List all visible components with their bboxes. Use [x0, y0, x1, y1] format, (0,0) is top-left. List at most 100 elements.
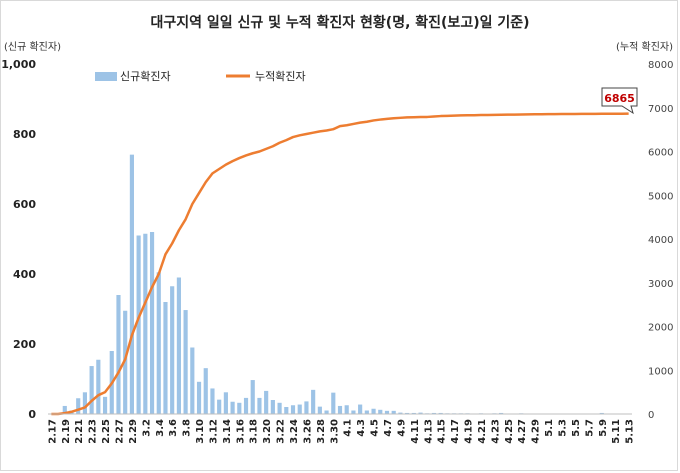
new-cases-bar: [311, 389, 316, 414]
new-cases-bar: [257, 397, 262, 414]
x-tick-label: 3.12: [208, 419, 219, 444]
final-value-callout: 6865: [601, 87, 638, 115]
new-cases-bar: [163, 302, 168, 414]
new-cases-bar: [102, 396, 108, 414]
x-tick-label: 4.19: [464, 419, 475, 444]
new-cases-bar: [264, 390, 269, 414]
x-tick-label: 3.16: [235, 419, 246, 444]
new-cases-bar: [599, 412, 604, 414]
new-cases-bar: [277, 402, 282, 414]
new-cases-bar: [196, 381, 202, 414]
new-cases-bar: [143, 233, 148, 414]
new-cases-bar: [324, 410, 329, 414]
right-tick-label: 6000: [648, 148, 673, 159]
new-cases-bar: [82, 392, 87, 414]
new-cases-bar: [438, 412, 443, 414]
new-cases-bar: [418, 412, 423, 414]
new-cases-bar: [210, 388, 215, 414]
x-tick-label: 4.1: [343, 419, 354, 437]
x-tick-label: 5.13: [625, 419, 636, 444]
x-tick-label: 2.25: [101, 419, 112, 444]
x-tick-label: 4.27: [517, 419, 528, 444]
new-cases-bar: [331, 392, 336, 414]
x-tick-label: 3.22: [276, 419, 287, 444]
new-cases-bar: [190, 347, 195, 414]
x-tick-label: 5.9: [598, 419, 609, 437]
legend: 신규확진자 누적확진자: [95, 70, 306, 83]
new-cases-bar: [371, 408, 376, 414]
legend-swatch-new-cases: [95, 72, 117, 81]
right-tick-label: 2000: [648, 323, 673, 334]
x-tick-label: 3.20: [262, 419, 273, 444]
right-tick-label: 7000: [648, 104, 673, 115]
new-cases-bar: [62, 405, 67, 414]
x-tick-label: 4.13: [423, 419, 434, 444]
new-cases-bar: [398, 412, 403, 414]
new-cases-bar: [136, 235, 141, 414]
x-tick-label: 4.23: [490, 419, 501, 444]
legend-label-cumulative: 누적확진자: [255, 70, 306, 83]
new-cases-bar: [76, 398, 81, 414]
new-cases-bar: [384, 410, 390, 414]
x-tick-label: 3.10: [195, 419, 206, 444]
chart-title: 대구지역 일일 신규 및 누적 확진자 현황(명, 확진(보고)일 기준): [150, 14, 529, 31]
x-tick-label: 4.9: [396, 419, 407, 437]
right-tick-label: 8000: [648, 60, 673, 71]
left-tick-label: 200: [13, 338, 36, 351]
new-cases-bar: [270, 400, 275, 414]
new-cases-bar: [499, 412, 504, 414]
x-tick-label: 3.28: [316, 419, 327, 444]
right-tick-label: 0: [648, 410, 654, 421]
left-axis-title: (신규 확진자): [4, 41, 61, 53]
x-tick-label: 2.21: [74, 419, 85, 444]
new-cases-bar: [243, 397, 249, 414]
new-cases-bar: [203, 368, 208, 414]
new-cases-bar: [351, 410, 356, 414]
new-cases-bar: [170, 286, 175, 414]
new-cases-bar: [116, 295, 121, 414]
new-cases-bar: [123, 310, 128, 414]
new-cases-bar: [149, 232, 155, 414]
new-cases-bar: [344, 405, 349, 414]
x-tick-label: 3.14: [222, 419, 233, 444]
x-tick-label: 3.4: [155, 419, 166, 437]
new-cases-bar: [405, 412, 410, 414]
x-tick-label: 3.30: [329, 419, 340, 444]
new-cases-bar: [297, 404, 302, 414]
x-tick-label: 4.3: [356, 419, 367, 437]
legend-label-new-cases: 신규확진자: [120, 70, 171, 83]
new-cases-bar: [411, 412, 416, 414]
new-cases-bar: [317, 406, 322, 414]
left-tick-label: 400: [13, 268, 36, 281]
right-tick-label: 4000: [648, 235, 673, 246]
x-tick-label: 2.29: [128, 419, 139, 444]
left-tick-label: 0: [28, 408, 36, 421]
x-tick-label: 5.5: [571, 419, 582, 437]
x-tick-label: 4.5: [370, 419, 381, 437]
x-tick-label: 4.15: [437, 419, 448, 444]
x-tick-label: 3.18: [249, 419, 260, 444]
callout-label: 6865: [604, 92, 635, 105]
x-tick-label: 3.2: [141, 419, 152, 437]
x-tick-label: 5.1: [544, 419, 555, 437]
x-tick-label: 2.27: [114, 419, 125, 444]
new-cases-bar: [96, 359, 101, 414]
x-tick-label: 5.3: [558, 419, 569, 437]
x-tick-label: 4.21: [477, 419, 488, 444]
new-cases-bar: [89, 366, 94, 414]
new-cases-bar: [156, 272, 161, 414]
new-cases-bar: [364, 410, 369, 414]
new-cases-bar: [431, 412, 437, 414]
x-tick-label: 3.8: [182, 419, 193, 437]
x-tick-label: 5.11: [611, 419, 622, 444]
x-tick-label: 3.26: [302, 419, 313, 444]
x-tick-label: 4.11: [410, 419, 421, 444]
x-tick-label: 4.17: [450, 419, 461, 444]
new-cases-bar: [378, 409, 383, 414]
callout-box: [601, 87, 638, 115]
new-cases-bar: [217, 399, 222, 414]
new-cases-bar: [183, 310, 188, 414]
x-tick-label: 2.17: [47, 419, 58, 444]
right-axis-title: (누적 확진자): [616, 41, 673, 53]
